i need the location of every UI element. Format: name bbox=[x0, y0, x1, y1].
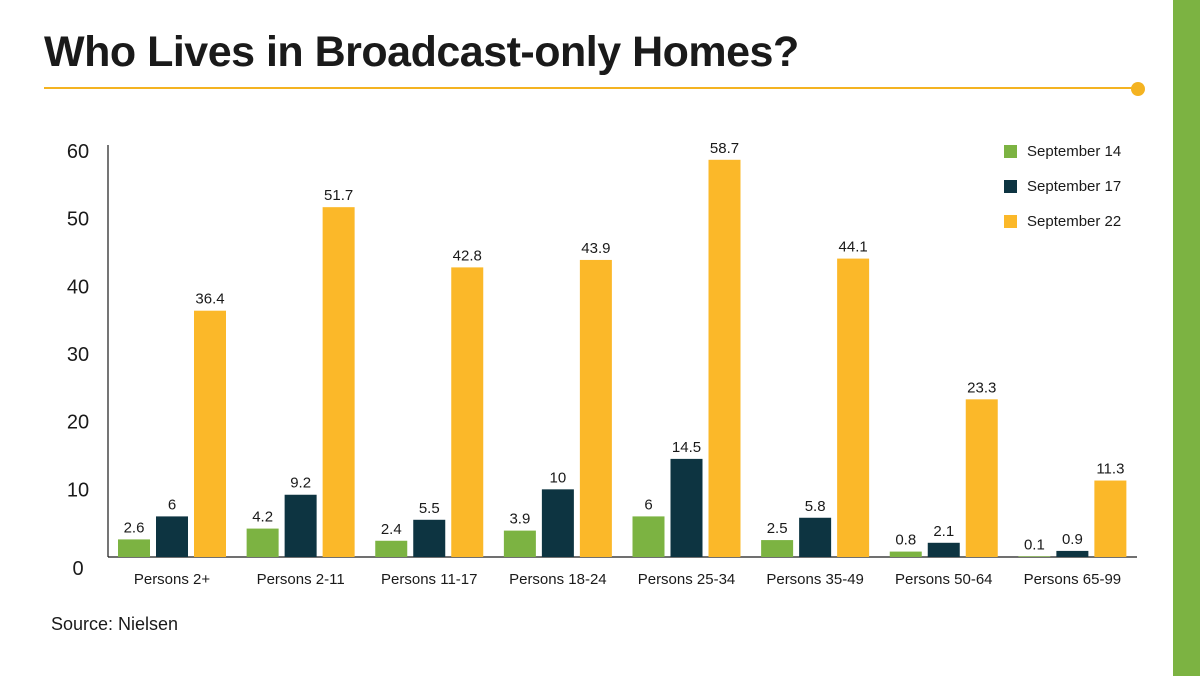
x-tick-label: Persons 18-24 bbox=[509, 571, 607, 588]
data-label: 11.3 bbox=[1096, 461, 1124, 478]
bar bbox=[579, 259, 612, 557]
bar bbox=[413, 519, 446, 557]
legend-swatch bbox=[1004, 180, 1017, 193]
x-tick-label: Persons 2-11 bbox=[257, 571, 345, 588]
bar bbox=[284, 494, 317, 557]
x-tick-label: Persons 2+ bbox=[134, 571, 211, 588]
x-tick-label: Persons 11-17 bbox=[381, 571, 477, 588]
data-label: 5.8 bbox=[805, 498, 826, 515]
legend-label: September 14 bbox=[1027, 143, 1122, 160]
data-label: 0.9 bbox=[1062, 531, 1083, 548]
bar bbox=[927, 542, 960, 557]
bar bbox=[375, 540, 408, 557]
data-label: 2.4 bbox=[381, 521, 402, 538]
y-tick-label: 10 bbox=[67, 479, 89, 501]
y-tick-label: 60 bbox=[67, 141, 89, 163]
bar bbox=[322, 207, 355, 557]
bar bbox=[632, 516, 665, 557]
y-tick-label: 30 bbox=[67, 344, 89, 366]
data-label: 2.1 bbox=[933, 523, 954, 540]
x-tick-label: Persons 25-34 bbox=[638, 571, 736, 588]
title-underline-dot bbox=[1131, 82, 1145, 96]
data-label: 43.9 bbox=[581, 240, 610, 257]
title-underline bbox=[44, 87, 1136, 89]
bar bbox=[1094, 480, 1127, 557]
bar bbox=[1018, 556, 1051, 557]
data-label: 42.8 bbox=[453, 247, 482, 264]
legend-item: September 17 bbox=[1004, 169, 1121, 204]
legend-item: September 22 bbox=[1004, 204, 1121, 239]
chart-legend: September 14 September 17 September 22 bbox=[1004, 134, 1121, 239]
bar bbox=[799, 517, 832, 557]
bar bbox=[246, 528, 279, 557]
bar bbox=[541, 489, 574, 557]
bar bbox=[503, 530, 536, 557]
bar bbox=[1056, 550, 1089, 557]
data-label: 58.7 bbox=[710, 140, 739, 157]
source-note: Source: Nielsen bbox=[51, 614, 179, 634]
data-label: 51.7 bbox=[324, 187, 353, 204]
bar bbox=[118, 539, 150, 557]
data-label: 6 bbox=[168, 496, 176, 513]
y-tick-label: 40 bbox=[67, 276, 89, 298]
data-label: 0.1 bbox=[1024, 536, 1045, 553]
data-label: 23.3 bbox=[967, 379, 996, 396]
x-tick-label: Persons 50-64 bbox=[895, 571, 993, 588]
bar bbox=[670, 458, 703, 557]
y-tick-label: 50 bbox=[67, 209, 89, 231]
data-label: 6 bbox=[644, 496, 652, 513]
y-tick-label: 20 bbox=[67, 412, 89, 434]
legend-item: September 14 bbox=[1004, 134, 1121, 169]
data-label: 3.9 bbox=[509, 511, 530, 528]
data-label: 14.5 bbox=[672, 439, 701, 456]
bar bbox=[965, 399, 998, 557]
data-label: 4.2 bbox=[252, 509, 273, 526]
right-accent-strip bbox=[1173, 0, 1200, 676]
data-label: 44.1 bbox=[839, 239, 868, 256]
data-label: 5.5 bbox=[419, 500, 440, 517]
data-label: 9.2 bbox=[290, 475, 311, 492]
data-label: 10 bbox=[550, 469, 567, 486]
legend-label: September 17 bbox=[1027, 178, 1122, 195]
bar bbox=[156, 516, 188, 557]
legend-label: September 22 bbox=[1027, 213, 1122, 230]
y-tick-label: 0 bbox=[72, 558, 83, 580]
x-tick-label: Persons 65-99 bbox=[1024, 571, 1122, 588]
data-label: 2.6 bbox=[124, 519, 145, 536]
bar bbox=[194, 310, 226, 557]
data-label: 0.8 bbox=[895, 532, 916, 549]
data-label: 2.5 bbox=[767, 520, 788, 537]
bar bbox=[451, 267, 484, 557]
chart-title: Who Lives in Broadcast-only Homes? bbox=[44, 28, 799, 76]
bar bbox=[889, 551, 922, 557]
bar bbox=[837, 258, 870, 557]
x-tick-label: Persons 35-49 bbox=[766, 571, 864, 588]
bar bbox=[708, 159, 741, 557]
legend-swatch bbox=[1004, 145, 1017, 158]
data-label: 36.4 bbox=[195, 291, 224, 308]
bar bbox=[761, 540, 794, 557]
legend-swatch bbox=[1004, 215, 1017, 228]
